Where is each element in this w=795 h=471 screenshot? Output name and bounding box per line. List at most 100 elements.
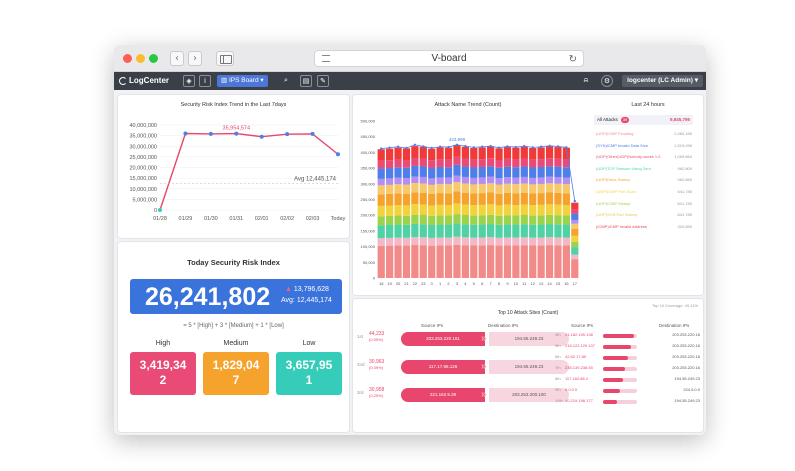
bar-segment	[495, 184, 503, 194]
y-tick-label: 10,000,000	[129, 187, 157, 193]
ips-board-dropdown[interactable]: ▥ IPS Board ▾	[217, 75, 268, 87]
forward-icon[interactable]: ›	[188, 51, 202, 66]
logo-text: LogCenter	[129, 76, 169, 85]
bar-segment	[470, 245, 478, 278]
y-tick-label: 5,000,000	[133, 197, 157, 203]
avg-label: Avg 12,445,174	[294, 177, 337, 183]
legend-item[interactable]: (UDP)TCP Session Using Zero 962,809	[596, 166, 692, 175]
bar-segment	[444, 224, 453, 238]
bar-segment	[520, 183, 528, 193]
site-pct: (0.55%)	[369, 337, 384, 342]
last24-title: Last 24 hours	[631, 102, 665, 108]
chevron-right-icon: »	[481, 361, 487, 372]
bar-segment	[571, 241, 579, 248]
logcenter-logo[interactable]: LogCenter	[119, 76, 169, 85]
bar-segment	[394, 237, 402, 246]
bar-segment	[386, 184, 394, 194]
edit-icon[interactable]: ✎	[317, 75, 329, 87]
bar-segment	[419, 176, 427, 184]
legend-item[interactable]: (UDP)ICMP Port Scan 641,785	[596, 189, 692, 198]
bar-segment	[453, 244, 461, 278]
bar-segment	[545, 204, 554, 215]
bar-segment	[537, 204, 545, 216]
document-icon[interactable]: ▤	[300, 75, 312, 87]
legend-item[interactable]: (SYN)ICMP Invalid Data Size 1,519,096	[596, 143, 692, 152]
risk-delta-value: 13,796,628	[293, 286, 329, 293]
info-icon[interactable]: i	[199, 75, 211, 87]
bar-segment	[478, 237, 486, 246]
x-tick-label: 8	[498, 281, 501, 286]
user-menu-button[interactable]: logcenter (LC Admin) ▾	[622, 75, 703, 87]
bar-segment	[453, 214, 461, 224]
reload-icon[interactable]: ↻	[568, 54, 577, 65]
attack-trend-title: Attack Name Trend (Count)	[434, 102, 502, 108]
bell-icon[interactable]: ⍾	[583, 76, 589, 84]
total-point	[447, 145, 450, 149]
legend-label: (UDP)Ddos Sweep	[596, 177, 630, 183]
table-row[interactable]: 6th 42.62.17.80 203.253.220.16	[553, 354, 703, 362]
maximize-window-button[interactable]	[149, 54, 158, 63]
bar-segment	[529, 224, 537, 238]
bar-segment	[495, 159, 503, 168]
site-row[interactable]: 3rd 30,958 (0.25%) 221.162.5.39 203.253.200.…	[353, 385, 703, 405]
table-bar	[603, 356, 637, 360]
legend-item[interactable]: (UDP)SYN Port Sweep 641,780	[596, 212, 692, 221]
bar-segment	[571, 254, 579, 260]
table-row[interactable]: 5th 215.122.129.107 203.253.220.16	[553, 343, 703, 351]
minimize-window-button[interactable]	[136, 54, 145, 63]
bar-segment	[495, 178, 503, 185]
all-attacks-row[interactable]: All Attacks 39 9,845,795	[594, 115, 693, 125]
legend-item[interactable]: (UDP)Ddos Sweep 962,669	[596, 177, 692, 186]
table-row[interactable]: 9th 0.0.0.0 224.0.0.0	[553, 387, 703, 395]
total-point	[405, 146, 408, 150]
table-bar-fill	[603, 367, 626, 371]
legend-value: 641,780	[677, 212, 692, 218]
bar-segment	[386, 193, 394, 206]
bar-segment	[545, 214, 554, 225]
table-dst-ip: 194.55.249.23	[674, 376, 700, 381]
bar-segment	[495, 205, 503, 216]
x-tick-label: 21	[404, 281, 409, 286]
table-dst-ip: 224.0.0.0	[683, 387, 700, 392]
gear-icon[interactable]: ⚙	[601, 75, 613, 87]
site-row[interactable]: 2nd 30,963 (0.39%) 117.17.96.126 194.55.249.…	[353, 357, 703, 377]
medium-value-box: 1,829,04 7	[203, 352, 269, 395]
table-bar	[603, 334, 637, 338]
site-rank: 3rd	[357, 390, 364, 395]
bar-segment	[461, 158, 469, 167]
legend-label: (UDP)ICMP Port Scan	[596, 189, 636, 194]
bar-segment	[444, 245, 453, 278]
address-bar[interactable]: V-board ↻	[314, 50, 584, 67]
table-row[interactable]: 4th 21.182.159.138 203.253.220.16	[553, 332, 703, 340]
total-point	[514, 145, 518, 149]
table-row[interactable]: 10th 40.219.198.177 194.55.249.23	[553, 398, 703, 406]
table-row[interactable]: 7th 235.139.238.55 203.253.220.16	[553, 365, 703, 373]
legend-item[interactable]: (ICMP)ICMP Invalid Address 320,890	[596, 224, 692, 233]
bar-segment	[512, 215, 520, 225]
bar-segment	[487, 176, 495, 184]
bar-segment	[512, 167, 520, 178]
x-tick-label: 11	[522, 281, 527, 286]
bar-segment	[503, 204, 512, 216]
bar-segment	[411, 214, 419, 224]
bar-segment	[571, 247, 579, 255]
total-point	[556, 145, 560, 148]
back-icon[interactable]: ‹	[170, 51, 184, 66]
table-bar-fill	[603, 389, 620, 393]
top10-coverage: Top 10 Coverage: 49.11%	[652, 303, 698, 308]
legend-item[interactable]: (UDP)ICMP Flooding 2,460,166	[596, 131, 692, 140]
legend-item[interactable]: (UDP)Other(UDP)Nobody-works 1.0 1,069,664	[596, 154, 692, 163]
total-point	[388, 146, 391, 149]
bar-segment	[562, 167, 570, 178]
bar-segment	[537, 159, 545, 167]
sidebar-toggle-icon[interactable]	[216, 51, 234, 66]
legend-item[interactable]: (UDP)ICMP Sweep 641,780	[596, 201, 692, 210]
bar-segment	[461, 192, 469, 205]
bar-segment	[436, 183, 444, 194]
table-row[interactable]: 8th 117.162.86.2 194.55.249.23	[553, 376, 703, 384]
bar-segment	[394, 245, 402, 278]
search-icon[interactable]: ⌕	[284, 76, 288, 84]
close-window-button[interactable]	[123, 54, 132, 63]
cube-icon[interactable]: ◈	[183, 75, 195, 87]
site-row[interactable]: 1st 44,233 (0.55%) 203.253.220.161 194.55.24…	[353, 329, 703, 349]
